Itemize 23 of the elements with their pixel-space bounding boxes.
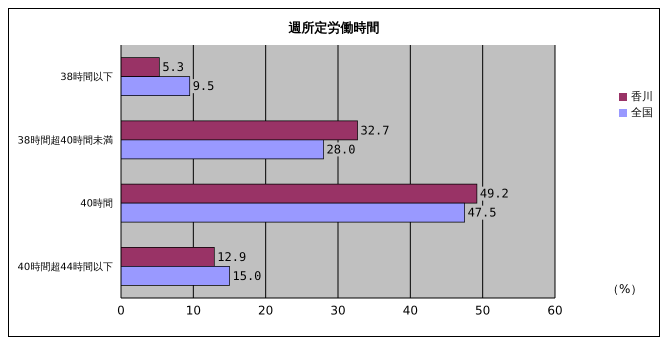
- x-tick-label: 0: [117, 304, 125, 318]
- chart-title: 週所定労働時間: [288, 20, 380, 37]
- x-tick-label: 60: [547, 304, 563, 318]
- y-tick-label: 40時間超44時間以下: [18, 260, 113, 273]
- data-label: 47.5: [468, 206, 496, 220]
- text: （%）: [607, 281, 642, 298]
- data-label: 15.0: [232, 268, 262, 283]
- legend-label: 全国: [631, 105, 653, 121]
- x-tick-label: 50: [475, 304, 490, 318]
- data-label: 49.2: [480, 186, 509, 201]
- data-label: 32.7: [360, 123, 390, 138]
- data-label: 9.5: [192, 79, 214, 94]
- y-tick-label: 38時間以下: [60, 71, 113, 84]
- data-label: 12.9: [217, 250, 246, 264]
- data-label: 28.0: [326, 142, 356, 156]
- x-tick-label: 40: [402, 304, 418, 318]
- y-tick-label: 38時間超40時間未満: [18, 134, 113, 146]
- x-tick-label: 30: [330, 304, 346, 318]
- legend-label: 香川: [631, 89, 653, 105]
- x-tick-label: 10: [186, 304, 201, 318]
- x-tick-label: 20: [258, 304, 274, 318]
- y-tick-label: 40時間: [80, 198, 113, 210]
- data-label: 5.3: [162, 60, 184, 74]
